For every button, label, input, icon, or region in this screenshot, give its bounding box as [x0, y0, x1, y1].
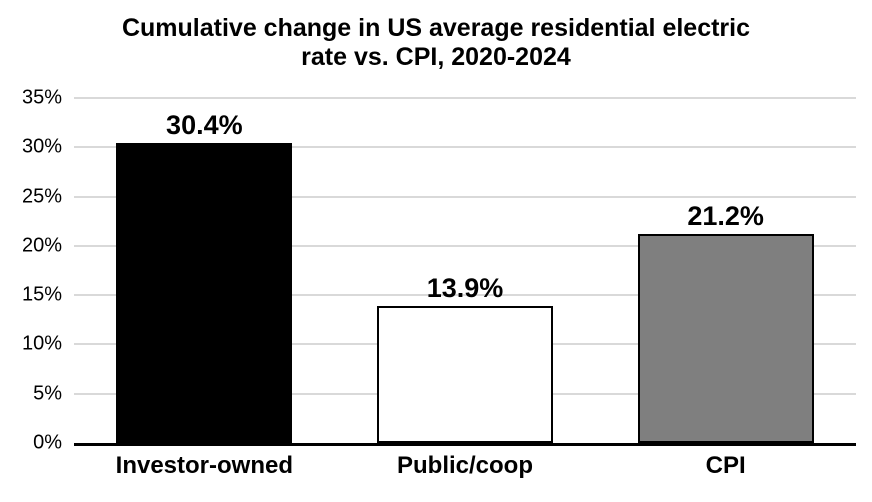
bar-public-coop: 13.9%: [377, 273, 553, 443]
chart-title-line-2: rate vs. CPI, 2020-2024: [301, 43, 571, 71]
bar-cpi: 21.2%: [637, 201, 814, 443]
y-axis-tick-label: 0%: [33, 431, 62, 454]
y-axis-tick-label: 20%: [21, 234, 62, 257]
y-axis-tick-label: 25%: [21, 185, 62, 208]
bar-value-label-public-coop: 13.9%: [426, 273, 504, 303]
bar-value-label-investor-owned: 30.4%: [166, 110, 243, 141]
chart-title: Cumulative change in US average resident…: [0, 14, 872, 72]
x-axis-category-label-investor-owned: Investor-owned: [115, 452, 294, 479]
y-axis-tick-label: 30%: [21, 135, 62, 158]
plot-area: 0% 5% 10% 15% 20% 25% 30% 35% 30.4% Investor-owne…: [22, 87, 856, 479]
bar-investor-owned: 30.4%: [116, 110, 293, 443]
chart-title-line-1: Cumulative change in US average resident…: [121, 14, 751, 42]
gridline: [74, 97, 856, 99]
x-axis-category-label-cpi: CPI: [705, 452, 746, 479]
gridline: [74, 195, 856, 198]
y-axis-tick-label: 35%: [21, 86, 62, 109]
gridline: [74, 244, 856, 247]
y-axis-tick-label: 5%: [33, 382, 62, 405]
y-axis-tick-label: 15%: [21, 283, 62, 306]
gridline: [74, 294, 856, 297]
bar-value-label-cpi: 21.2%: [687, 201, 764, 232]
x-axis-category-label-public-coop: Public/coop: [396, 452, 534, 479]
gridline: [74, 146, 856, 149]
y-axis-tick-label: 10%: [21, 332, 62, 355]
